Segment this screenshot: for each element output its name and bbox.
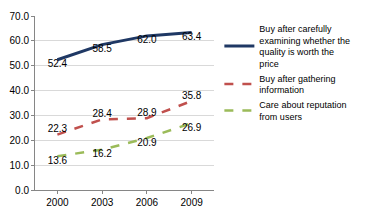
svg-text:2000: 2000 [46,197,69,208]
svg-text:13.6: 13.6 [48,155,68,166]
svg-text:Buy after gatheringinformation: Buy after gatheringinformation [259,74,335,96]
svg-text:16.2: 16.2 [92,148,112,159]
svg-text:30.0: 30.0 [10,110,30,121]
svg-text:2006: 2006 [136,197,159,208]
svg-text:26.9: 26.9 [182,122,202,133]
svg-text:60.0: 60.0 [10,35,30,46]
svg-text:0.0: 0.0 [15,185,29,196]
svg-text:2009: 2009 [181,197,204,208]
svg-text:2003: 2003 [91,197,114,208]
svg-text:28.4: 28.4 [92,108,112,119]
svg-text:28.9: 28.9 [137,107,157,118]
svg-text:62.0: 62.0 [137,34,157,45]
svg-text:20.9: 20.9 [137,137,157,148]
svg-text:10.0: 10.0 [10,160,30,171]
svg-text:50.0: 50.0 [10,60,30,71]
svg-text:63.4: 63.4 [182,31,202,42]
svg-text:Buy after carefullyexamining w: Buy after carefullyexamining whether the… [259,24,350,69]
svg-text:22.3: 22.3 [48,123,68,134]
svg-text:58.5: 58.5 [92,43,112,54]
svg-text:70.0: 70.0 [10,11,30,22]
svg-text:Care about reputationfrom user: Care about reputationfrom users [259,100,346,122]
svg-text:52.4: 52.4 [48,58,68,69]
svg-text:40.0: 40.0 [10,85,30,96]
svg-text:20.0: 20.0 [10,135,30,146]
svg-text:35.8: 35.8 [182,90,202,101]
